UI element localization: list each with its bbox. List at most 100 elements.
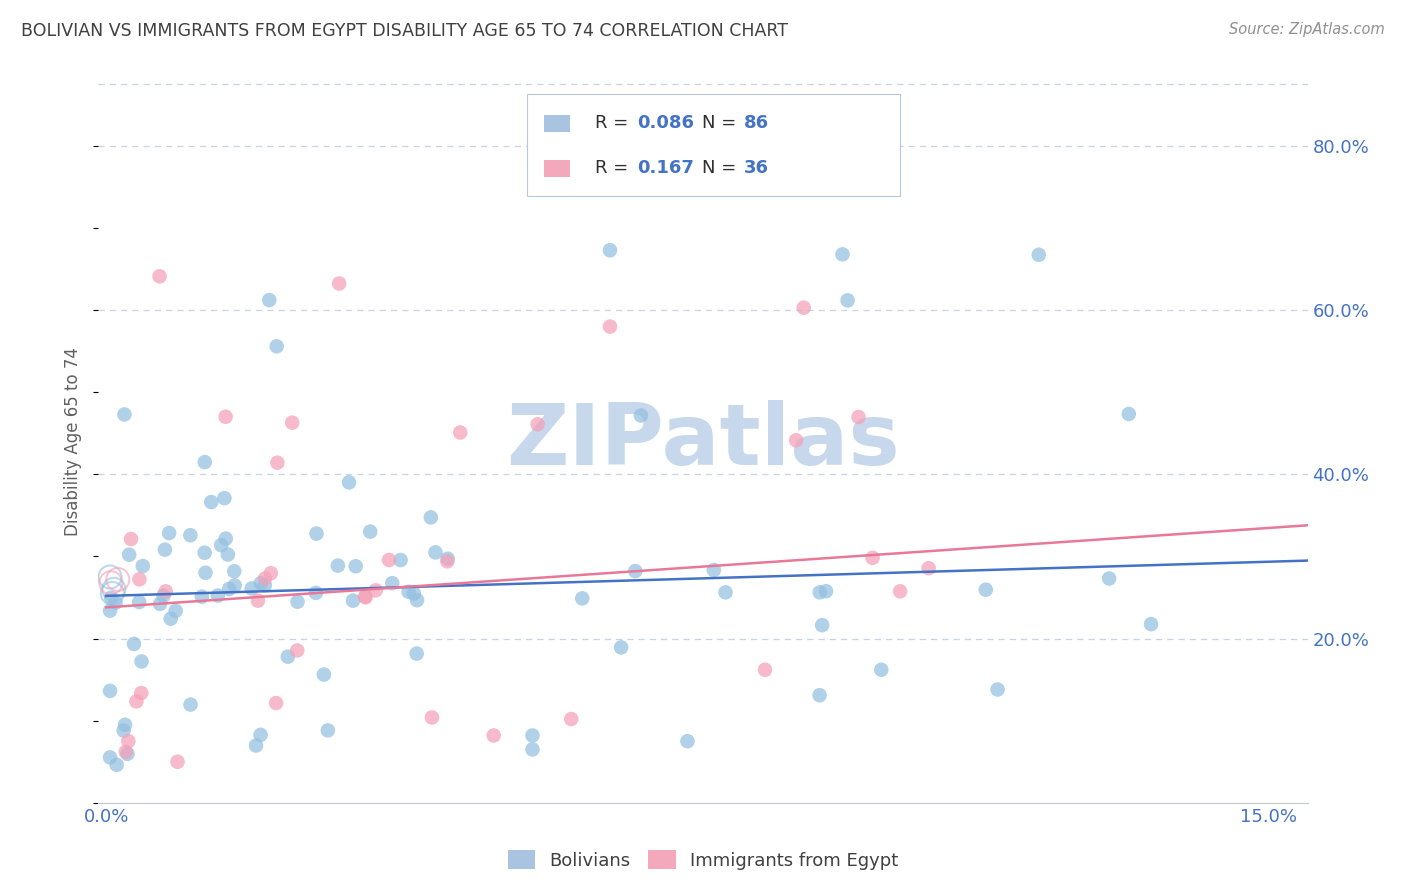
Point	[152, 589, 174, 603]
Point	[793, 301, 815, 315]
Text: R =: R =	[595, 114, 634, 132]
Point	[811, 618, 834, 632]
Point	[285, 643, 308, 657]
Point	[326, 558, 349, 573]
Point	[125, 694, 148, 708]
Point	[100, 575, 122, 590]
Point	[359, 524, 381, 539]
Point	[104, 596, 127, 610]
Point	[889, 584, 911, 599]
Point	[117, 734, 139, 748]
Point	[98, 750, 121, 764]
Point	[862, 550, 884, 565]
Point	[354, 590, 377, 604]
Point	[364, 583, 387, 598]
Point	[328, 277, 350, 291]
Point	[194, 566, 217, 580]
Text: R =: R =	[595, 159, 640, 177]
Point	[128, 595, 150, 609]
Point	[785, 434, 807, 448]
Point	[337, 475, 360, 490]
Point	[714, 585, 737, 599]
Text: N =: N =	[702, 114, 741, 132]
Point	[131, 655, 153, 669]
Point	[419, 510, 441, 524]
Point	[342, 593, 364, 607]
Point	[624, 564, 647, 578]
Point	[398, 584, 420, 599]
Point	[128, 572, 150, 586]
Point	[246, 593, 269, 607]
Point	[389, 553, 412, 567]
Text: N =: N =	[702, 159, 741, 177]
Point	[253, 578, 276, 592]
Point	[848, 410, 870, 425]
Point	[118, 548, 141, 562]
Point	[571, 591, 593, 606]
Point	[249, 728, 271, 742]
Point	[240, 582, 263, 596]
Point	[259, 293, 281, 307]
Text: 86: 86	[744, 114, 769, 132]
Point	[153, 542, 176, 557]
Point	[837, 293, 859, 308]
Point	[112, 408, 135, 422]
Point	[191, 590, 214, 604]
Text: BOLIVIAN VS IMMIGRANTS FROM EGYPT DISABILITY AGE 65 TO 74 CORRELATION CHART: BOLIVIAN VS IMMIGRANTS FROM EGYPT DISABI…	[21, 22, 789, 40]
Point	[402, 586, 425, 600]
Point	[482, 729, 505, 743]
Point	[703, 563, 725, 577]
Point	[344, 559, 367, 574]
Point	[287, 595, 309, 609]
Point	[217, 548, 239, 562]
Point	[831, 247, 853, 261]
Point	[149, 597, 172, 611]
Point	[449, 425, 471, 440]
Point	[215, 532, 238, 546]
Point	[180, 698, 202, 712]
Text: 0.086: 0.086	[637, 114, 695, 132]
Point	[305, 526, 328, 541]
Point	[245, 739, 267, 753]
Point	[1098, 571, 1121, 585]
Point	[114, 745, 136, 759]
Point	[599, 244, 621, 258]
Point	[420, 710, 443, 724]
Point	[316, 723, 339, 738]
Point	[132, 559, 155, 574]
Point	[98, 604, 121, 618]
Point	[354, 591, 377, 605]
Point	[974, 582, 997, 597]
Point	[98, 684, 121, 698]
Point	[100, 591, 122, 605]
Point	[1118, 407, 1140, 421]
Legend: Bolivians, Immigrants from Egypt: Bolivians, Immigrants from Egypt	[501, 843, 905, 877]
Point	[599, 319, 621, 334]
Point	[378, 553, 401, 567]
Point	[112, 723, 135, 738]
Point	[381, 576, 404, 591]
Point	[305, 586, 328, 600]
Point	[249, 576, 271, 591]
Point	[754, 663, 776, 677]
Point	[98, 570, 121, 584]
Point	[436, 551, 458, 566]
Point	[214, 491, 236, 505]
Point	[103, 582, 125, 597]
Point	[165, 604, 187, 618]
Point	[808, 688, 831, 702]
Point	[209, 538, 232, 552]
Point	[224, 564, 246, 578]
Point	[148, 269, 170, 284]
Point	[200, 495, 222, 509]
Point	[405, 647, 427, 661]
Point	[129, 686, 152, 700]
Text: ZIPatlas: ZIPatlas	[506, 400, 900, 483]
Point	[522, 742, 544, 756]
Point	[264, 696, 287, 710]
Point	[120, 532, 142, 546]
Text: 36: 36	[744, 159, 769, 177]
Point	[526, 417, 548, 432]
Point	[808, 585, 831, 599]
Point	[224, 578, 246, 592]
